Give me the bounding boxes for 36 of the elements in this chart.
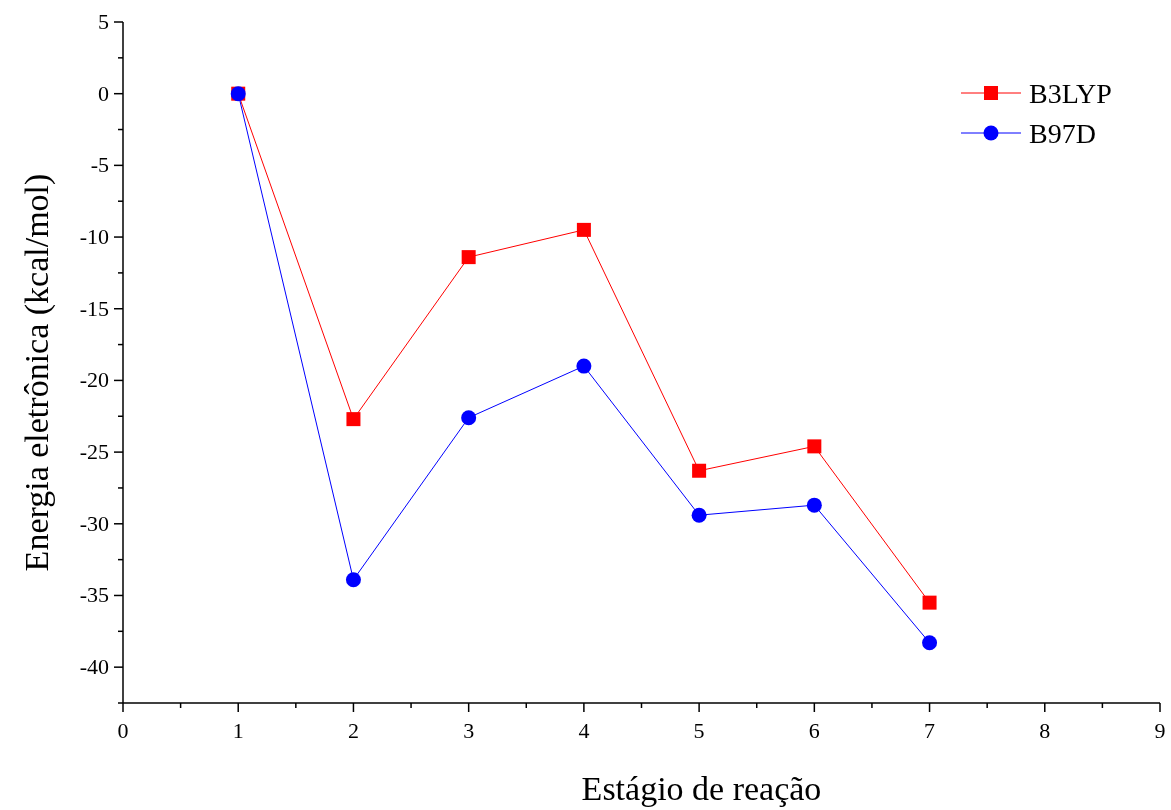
point: [806, 497, 822, 513]
y-tick-label: -30: [79, 510, 109, 536]
x-tick-label: 5: [693, 718, 705, 743]
x-tick-label: 8: [1039, 718, 1051, 743]
point: [576, 358, 592, 374]
point: [576, 222, 591, 237]
x-axis-title: Estágio de reação: [581, 770, 822, 807]
legend-label: B97D: [1029, 118, 1096, 149]
x-tick-label: 4: [578, 718, 590, 743]
point: [461, 250, 476, 265]
x-tick-label: 0: [117, 718, 129, 743]
x-tick-label: 1: [232, 718, 244, 743]
point: [922, 595, 937, 610]
y-tick-label: 0: [98, 80, 109, 106]
x-tick-label: 2: [347, 718, 359, 743]
y-tick-label: -25: [79, 439, 109, 465]
y-tick-label: -35: [79, 582, 109, 608]
point: [346, 412, 361, 427]
point: [461, 410, 477, 426]
legend-label: B3LYP: [1029, 78, 1112, 109]
y-axis-title: Energia eletrônica (kcal/mol): [18, 173, 56, 572]
point: [922, 635, 938, 651]
x-tick-label: 7: [924, 718, 936, 743]
y-tick-label: -20: [79, 367, 109, 393]
point: [345, 572, 361, 588]
point: [807, 439, 822, 454]
y-tick-label: -40: [79, 654, 109, 680]
point: [691, 507, 707, 523]
y-tick-label: -5: [90, 152, 109, 178]
x-tick-label: 6: [808, 718, 820, 743]
x-tick-label: 3: [463, 718, 475, 743]
x-tick-label: 9: [1154, 718, 1166, 743]
y-tick-label: -10: [79, 224, 109, 250]
y-tick-label: 5: [98, 9, 109, 34]
point: [692, 463, 707, 478]
y-tick-label: -15: [79, 295, 109, 321]
